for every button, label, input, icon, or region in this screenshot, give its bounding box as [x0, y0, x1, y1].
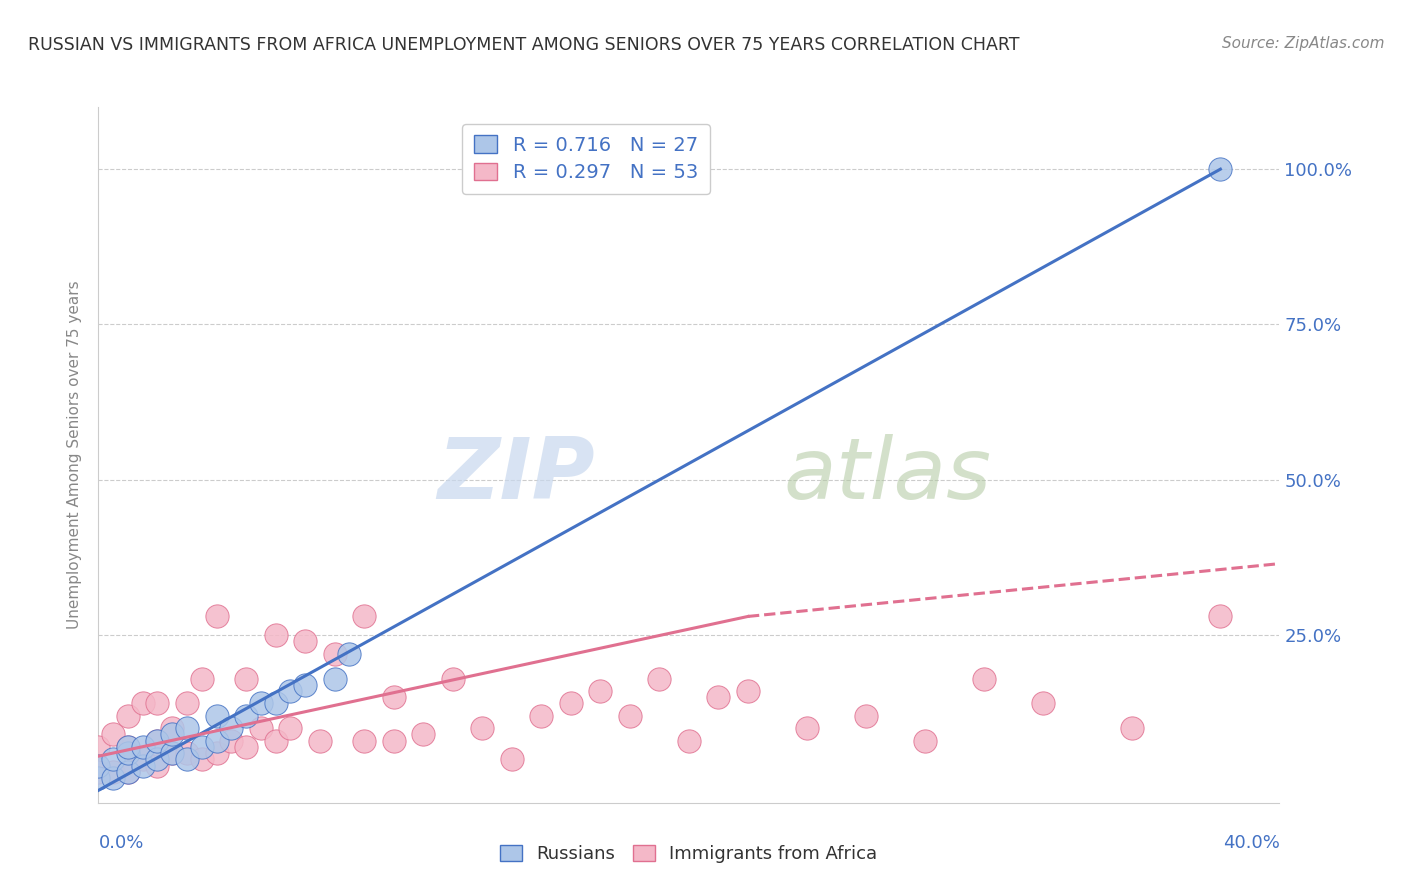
Point	[353, 609, 375, 624]
Point	[176, 721, 198, 735]
Point	[162, 727, 183, 741]
Point	[219, 733, 242, 747]
Point	[205, 609, 228, 624]
Point	[146, 758, 169, 772]
Legend: Russians, Immigrants from Africa: Russians, Immigrants from Africa	[489, 834, 889, 874]
Point	[264, 628, 287, 642]
Point	[1209, 609, 1232, 624]
Point	[146, 697, 169, 711]
Point	[707, 690, 730, 705]
Point	[737, 684, 759, 698]
Point	[87, 771, 110, 785]
Point	[589, 684, 612, 698]
Point	[117, 764, 139, 779]
Point	[87, 758, 110, 772]
Point	[162, 746, 183, 760]
Point	[117, 746, 139, 760]
Point	[973, 672, 995, 686]
Point	[117, 764, 139, 779]
Point	[235, 708, 257, 723]
Point	[560, 697, 582, 711]
Point	[855, 708, 877, 723]
Point	[132, 697, 155, 711]
Point	[235, 672, 257, 686]
Text: 40.0%: 40.0%	[1223, 834, 1279, 852]
Point	[205, 733, 228, 747]
Point	[1032, 697, 1054, 711]
Point	[235, 739, 257, 754]
Point	[103, 771, 125, 785]
Point	[191, 752, 214, 766]
Point	[162, 721, 183, 735]
Point	[132, 752, 155, 766]
Point	[294, 678, 316, 692]
Point	[796, 721, 818, 735]
Text: 0.0%: 0.0%	[98, 834, 143, 852]
Text: Source: ZipAtlas.com: Source: ZipAtlas.com	[1222, 36, 1385, 51]
Point	[146, 733, 169, 747]
Point	[103, 727, 125, 741]
Point	[117, 739, 139, 754]
Point	[323, 672, 346, 686]
Point	[250, 721, 273, 735]
Point	[339, 647, 360, 661]
Point	[103, 752, 125, 766]
Point	[103, 764, 125, 779]
Text: ZIP: ZIP	[437, 434, 595, 517]
Point	[278, 721, 302, 735]
Point	[191, 672, 214, 686]
Point	[250, 697, 273, 711]
Text: RUSSIAN VS IMMIGRANTS FROM AFRICA UNEMPLOYMENT AMONG SENIORS OVER 75 YEARS CORRE: RUSSIAN VS IMMIGRANTS FROM AFRICA UNEMPL…	[28, 36, 1019, 54]
Point	[132, 758, 155, 772]
Point	[412, 727, 434, 741]
Point	[176, 752, 198, 766]
Point	[264, 733, 287, 747]
Point	[117, 739, 139, 754]
Point	[205, 708, 228, 723]
Point	[471, 721, 494, 735]
Point	[191, 739, 214, 754]
Point	[441, 672, 464, 686]
Point	[87, 764, 110, 779]
Point	[530, 708, 553, 723]
Point	[264, 697, 287, 711]
Point	[294, 634, 316, 648]
Point	[87, 739, 110, 754]
Point	[619, 708, 641, 723]
Text: atlas: atlas	[783, 434, 991, 517]
Point	[176, 697, 198, 711]
Point	[648, 672, 671, 686]
Point	[1209, 162, 1232, 177]
Point	[205, 746, 228, 760]
Point	[382, 690, 405, 705]
Point	[309, 733, 332, 747]
Point	[146, 733, 169, 747]
Point	[914, 733, 936, 747]
Point	[176, 746, 198, 760]
Point	[678, 733, 700, 747]
Point	[353, 733, 375, 747]
Point	[1121, 721, 1143, 735]
Point	[501, 752, 523, 766]
Point	[382, 733, 405, 747]
Y-axis label: Unemployment Among Seniors over 75 years: Unemployment Among Seniors over 75 years	[67, 281, 83, 629]
Point	[162, 746, 183, 760]
Point	[323, 647, 346, 661]
Point	[146, 752, 169, 766]
Point	[132, 739, 155, 754]
Point	[117, 708, 139, 723]
Point	[278, 684, 302, 698]
Point	[219, 721, 242, 735]
